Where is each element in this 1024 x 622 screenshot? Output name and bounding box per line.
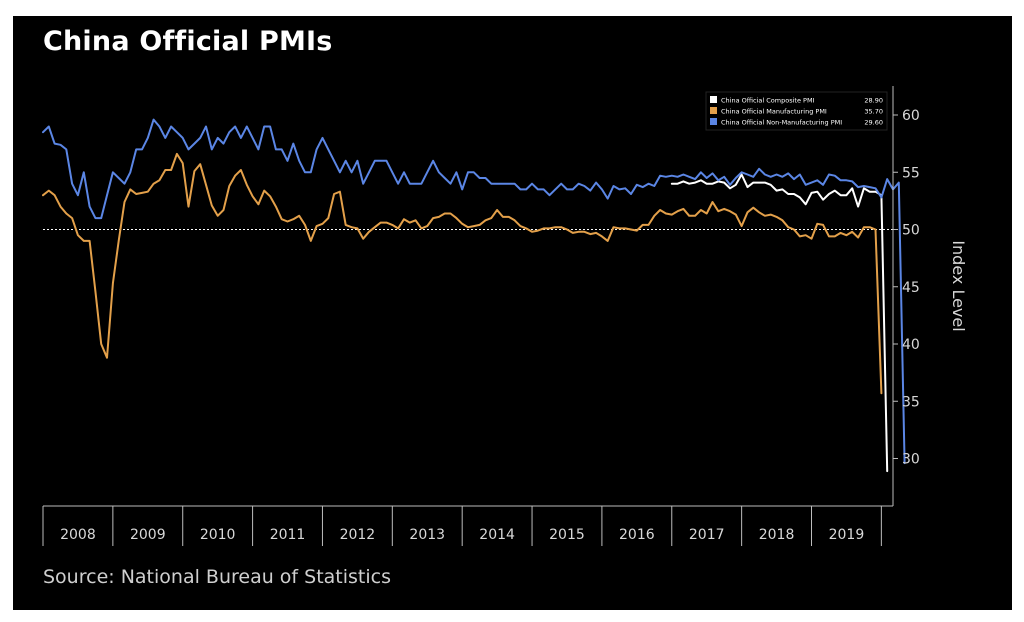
x-tick-label: 2018	[759, 527, 795, 543]
x-tick-label: 2016	[619, 527, 655, 543]
x-tick-label: 2012	[340, 527, 376, 543]
y-axis-label: Index Level	[949, 240, 968, 331]
chart-title: China Official PMIs	[43, 26, 333, 57]
x-tick-label: 2008	[60, 527, 96, 543]
x-tick-label: 2014	[479, 527, 515, 543]
source-note: Source: National Bureau of Statistics	[43, 566, 392, 588]
y-tick-label: 40	[902, 337, 920, 353]
legend-last-value: 35.70	[864, 108, 883, 116]
x-tick-label: 2011	[270, 527, 306, 543]
x-tick-label: 2010	[200, 527, 236, 543]
series-line-china-official-composite-pmi	[670, 173, 889, 473]
series-line-china-official-manufacturing-pmi	[42, 152, 883, 395]
y-tick-label: 30	[902, 452, 920, 468]
x-tick-label: 2019	[829, 527, 865, 543]
x-tick-label: 2015	[549, 527, 585, 543]
y-tick-label: 60	[902, 108, 920, 124]
legend-last-value: 29.60	[864, 119, 883, 127]
legend-swatch	[710, 107, 717, 114]
y-tick-label: 50	[902, 223, 920, 239]
legend-box	[705, 91, 888, 131]
legend-label: China Official Composite PMI	[721, 97, 815, 105]
pmi-line-chart: 30 35 40 45 50 55 60 Index Level 2008 2009 2010 201…	[42, 86, 968, 546]
legend-label: China Official Non-Manufacturing PMI	[721, 119, 842, 127]
y-tick-label: 45	[902, 280, 920, 296]
y-tick-label: 55	[902, 165, 920, 181]
legend-label: China Official Manufacturing PMI	[721, 108, 827, 116]
x-tick-label: 2009	[130, 527, 166, 543]
x-tick-label: 2013	[409, 527, 445, 543]
chart-panel: China Official PMIs Source: National Bur…	[13, 16, 1012, 610]
x-tick-label: 2017	[689, 527, 725, 543]
legend-swatch	[710, 118, 717, 125]
legend-last-value: 28.90	[864, 97, 883, 105]
y-tick-label: 35	[902, 394, 920, 410]
legend-swatch	[710, 96, 717, 103]
series-line-china-official-non-manufacturing-pmi	[42, 118, 906, 465]
